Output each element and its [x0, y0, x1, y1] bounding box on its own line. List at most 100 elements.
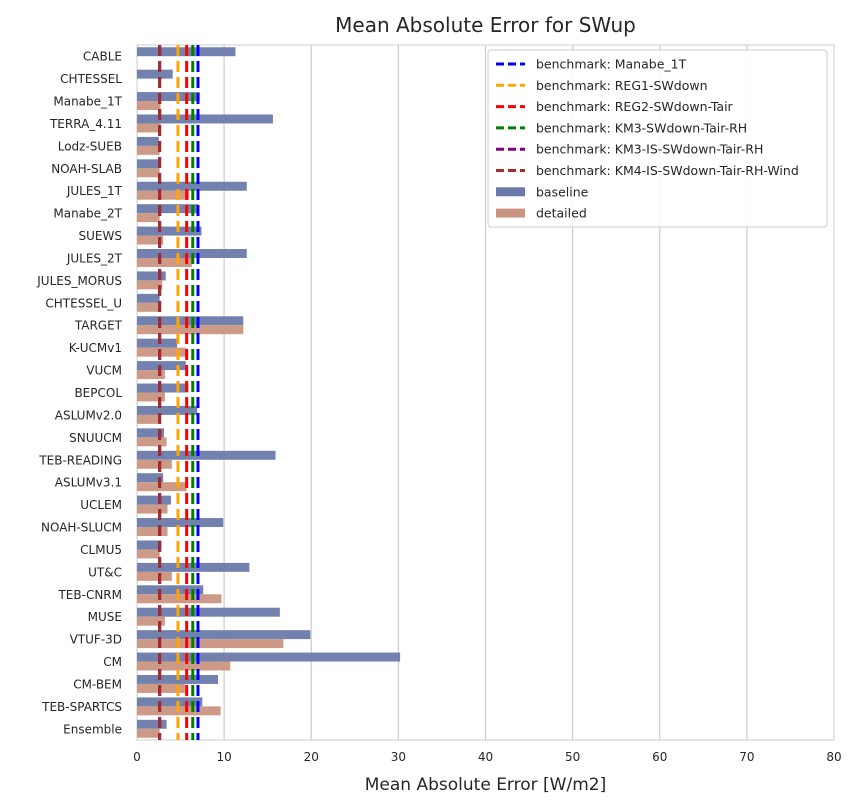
- y-tick-label: SUEWS: [79, 229, 122, 243]
- y-tick-label: Manabe_1T: [53, 95, 122, 109]
- y-tick-label: UT&C: [88, 565, 122, 579]
- y-tick-label: VUCM: [86, 364, 122, 378]
- bar-detailed: [137, 325, 244, 335]
- x-tick-labels: 0 10 20 30 40 50 60 70 80: [133, 750, 841, 764]
- y-tick-label: CM-BEM: [73, 677, 122, 691]
- bar-detailed: [137, 639, 284, 649]
- x-tick-label: 50: [565, 750, 580, 764]
- legend-swatch-patch: [496, 187, 525, 197]
- y-tick-label: NOAH-SLUCM: [41, 521, 122, 535]
- bar-baseline: [137, 473, 164, 483]
- bar-baseline: [137, 226, 202, 236]
- bar-baseline: [137, 338, 178, 348]
- y-tick-label: Ensemble: [63, 722, 122, 736]
- bar-detailed: [137, 235, 164, 245]
- bar-detailed: [137, 482, 187, 492]
- bar-detailed: [137, 437, 167, 447]
- bar-detailed: [137, 571, 172, 581]
- bar-baseline: [137, 697, 203, 707]
- bar-baseline: [137, 69, 173, 79]
- bar-detailed: [137, 616, 165, 626]
- y-tick-label: Lodz-SUEB: [58, 139, 122, 153]
- y-tick-label: NOAH-SLAB: [51, 162, 122, 176]
- bar-baseline: [137, 383, 189, 393]
- chart-title: Mean Absolute Error for SWup: [335, 13, 636, 37]
- legend-label: baseline: [536, 184, 589, 199]
- bar-baseline: [137, 652, 401, 662]
- y-tick-label: VTUF-3D: [70, 633, 122, 647]
- y-tick-label: CHTESSEL_U: [45, 296, 122, 310]
- bar-baseline: [137, 159, 160, 169]
- bar-baseline: [137, 428, 165, 438]
- bar-detailed: [137, 280, 163, 290]
- y-tick-label: ASLUMv3.1: [55, 476, 122, 490]
- bar-baseline: [137, 518, 224, 528]
- x-tick-label: 0: [133, 750, 141, 764]
- y-tick-label: TEB-SPARTCS: [41, 700, 122, 714]
- bar-detailed: [137, 190, 190, 200]
- y-tick-label: MUSE: [88, 610, 122, 624]
- x-tick-label: 80: [826, 750, 841, 764]
- y-tick-label: ASLUMv2.0: [55, 408, 122, 422]
- bar-detailed: [137, 414, 161, 424]
- legend-label: benchmark: REG1-SWdown: [536, 78, 708, 93]
- bar-detailed: [137, 549, 160, 559]
- x-tick-label: 10: [216, 750, 231, 764]
- legend-label: benchmark: KM3-SWdown-Tair-RH: [536, 120, 747, 135]
- legend-label: benchmark: Manabe_1T: [536, 57, 687, 72]
- legend-label: benchmark: KM4-IS-SWdown-Tair-RH-Wind: [536, 163, 799, 178]
- y-tick-label: CLMU5: [80, 543, 122, 557]
- y-tick-label: K-UCMv1: [69, 341, 122, 355]
- bar-detailed: [137, 168, 160, 178]
- y-tick-label: CABLE: [83, 50, 122, 64]
- legend-label: benchmark: REG2-SWdown-Tair: [536, 99, 734, 114]
- y-tick-label: JULES_2T: [66, 251, 123, 265]
- bar-baseline: [137, 316, 244, 326]
- x-tick-label: 40: [478, 750, 493, 764]
- bar-detailed: [137, 213, 160, 223]
- bar-detailed: [137, 101, 161, 111]
- bar-detailed: [137, 459, 172, 469]
- y-tick-label: TARGET: [74, 319, 123, 333]
- y-tick-label: UCLEM: [80, 498, 122, 512]
- bar-detailed: [137, 145, 160, 155]
- bar-baseline: [137, 293, 160, 303]
- legend: benchmark: Manabe_1T benchmark: REG1-SWdo…: [487, 49, 828, 228]
- bar-baseline: [137, 114, 273, 124]
- x-tick-label: 70: [739, 750, 754, 764]
- bar-baseline: [137, 271, 166, 281]
- bar-detailed: [137, 661, 231, 671]
- bar-baseline: [137, 495, 171, 505]
- benchmark-lines: [158, 45, 200, 740]
- y-tick-label: TEB-READING: [38, 453, 122, 467]
- y-tick-label: CM: [103, 655, 122, 669]
- bar-baseline: [137, 630, 311, 640]
- bar-detailed: [137, 392, 165, 402]
- bar-detailed: [137, 257, 192, 267]
- bar-baseline: [137, 181, 247, 191]
- bar-baseline: [137, 405, 198, 415]
- x-axis-title: Mean Absolute Error [W/m2]: [365, 775, 606, 795]
- bar-detailed: [137, 728, 160, 738]
- bar-baseline: [137, 92, 200, 102]
- bar-baseline: [137, 540, 162, 550]
- x-tick-label: 20: [304, 750, 319, 764]
- y-tick-label: TERRA_4.11: [49, 117, 122, 131]
- legend-box: [487, 49, 828, 228]
- legend-label: benchmark: KM3-IS-SWdown-Tair-RH: [536, 142, 763, 157]
- legend-swatch-patch: [496, 208, 525, 218]
- y-tick-label: TEB-CNRM: [57, 588, 122, 602]
- bar-detailed: [137, 123, 161, 133]
- y-tick-label: JULES_MORUS: [36, 274, 122, 288]
- y-tick-label: BEPCOL: [74, 386, 122, 400]
- bar-baseline: [137, 136, 159, 146]
- y-tick-labels: CABLE CHTESSEL Manabe_1T TERRA_4.11 Lodz-SUE…: [36, 50, 122, 737]
- legend-label: detailed: [536, 206, 587, 221]
- y-tick-label: JULES_1T: [66, 184, 123, 198]
- bar-detailed: [137, 527, 168, 536]
- y-tick-label: CHTESSEL: [60, 72, 122, 86]
- bar-detailed: [137, 504, 168, 514]
- bar-detailed: [137, 370, 165, 380]
- bar-baseline: [137, 361, 186, 371]
